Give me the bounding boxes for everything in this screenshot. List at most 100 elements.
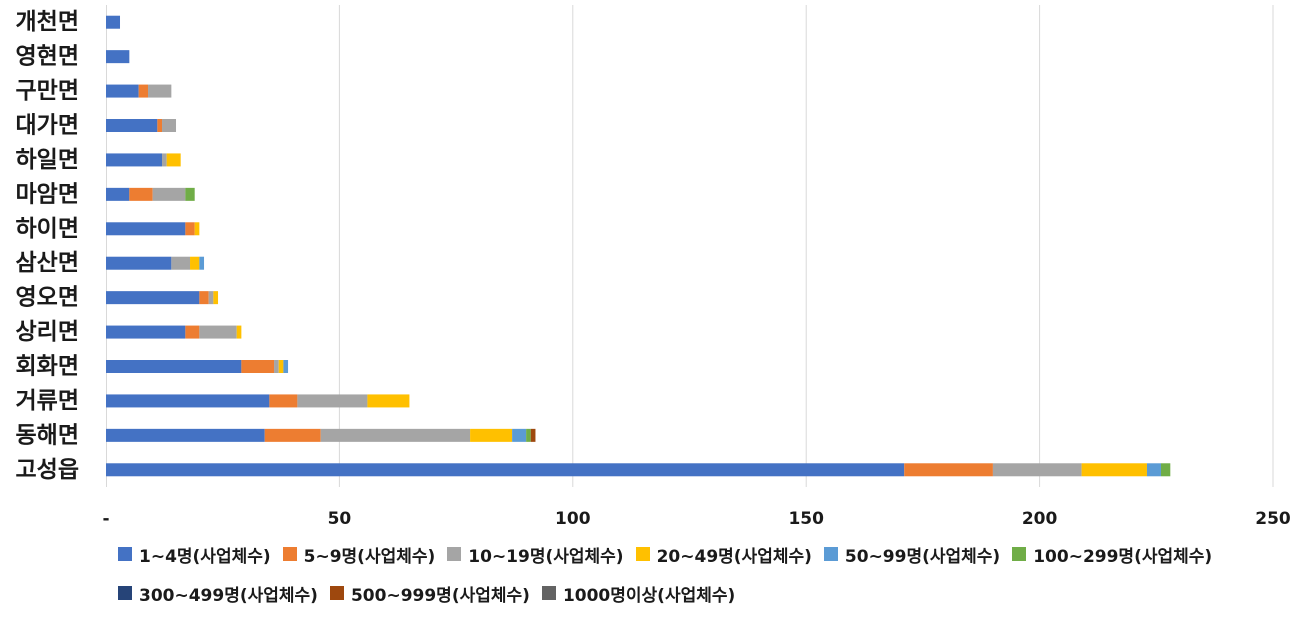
bar-segment xyxy=(138,84,149,98)
legend-label: 100~299명(사업체수) xyxy=(1033,546,1213,567)
bar-segment xyxy=(530,428,536,442)
bar-segment xyxy=(274,360,279,373)
bar-segment xyxy=(213,291,219,305)
bar-segment xyxy=(106,428,265,442)
bar-segment xyxy=(171,256,191,270)
category-label: 상리면 xyxy=(16,319,79,345)
legend-swatch xyxy=(282,547,297,561)
bar-segment xyxy=(190,256,200,270)
bar-segment xyxy=(106,256,172,270)
legend-label: 300~499명(사업체수) xyxy=(139,585,318,606)
bar-segment xyxy=(241,360,275,373)
bar-segment xyxy=(1081,463,1147,477)
legend-label: 500~999명(사업체수) xyxy=(350,585,530,606)
bar-segment xyxy=(106,463,905,477)
legend-label: 50~99명(사업체수) xyxy=(844,546,1001,567)
bar-segment xyxy=(106,222,186,236)
bar-segment xyxy=(199,291,209,305)
legend-swatch xyxy=(329,586,344,600)
bar-segment xyxy=(1160,463,1171,477)
legend-item: 50~99명(사업체수) xyxy=(823,541,1012,567)
bar-segment xyxy=(162,119,177,132)
legend-label: 1000명이상(사업체수) xyxy=(562,585,736,606)
category-label: 영오면 xyxy=(16,285,79,311)
legend-label: 20~49명(사업체수) xyxy=(656,546,812,567)
legend-swatch xyxy=(1012,547,1027,561)
legend-item: 5~9명(사업체수) xyxy=(282,541,448,567)
bar-segment xyxy=(199,256,205,270)
category-label: 하일면 xyxy=(16,147,79,173)
bar-segment xyxy=(1146,463,1161,477)
bar-segment xyxy=(269,394,298,408)
category-label: 동해면 xyxy=(16,422,79,448)
bar-segment xyxy=(106,50,130,64)
bar-segment xyxy=(904,463,993,477)
bar-segment xyxy=(367,394,410,408)
bar-segment xyxy=(106,153,163,167)
category-labels: 개천면영현면구만면대가면하일면마암면하이면삼산면영오면상리면회화면거류면동해면고… xyxy=(16,9,79,483)
bar-segment xyxy=(185,187,195,201)
bar-segment xyxy=(512,428,527,442)
category-label: 회화면 xyxy=(16,354,79,380)
legend-swatch xyxy=(541,586,556,600)
bar-segment xyxy=(992,463,1082,477)
bar-segment xyxy=(106,15,121,29)
bar-segment xyxy=(166,153,181,167)
bar-segment xyxy=(526,428,531,442)
legend-item: 20~49명(사업체수) xyxy=(635,541,824,567)
category-label: 영현면 xyxy=(16,44,79,70)
bar-segment xyxy=(106,360,242,373)
x-tick-label: - xyxy=(102,509,109,529)
legend: 1~4명(사업체수) 5~9명(사업체수) 10~19명(사업체수) 20~49명(사… xyxy=(118,541,1238,606)
bar-segment xyxy=(194,222,200,236)
bar-segment xyxy=(152,187,186,201)
legend-item: 300~499명(사업체수) xyxy=(118,580,330,606)
bar-segment xyxy=(129,187,153,201)
bars xyxy=(106,15,1171,477)
bar-segment xyxy=(162,153,167,167)
bar-segment xyxy=(106,291,200,305)
x-tick-label: 50 xyxy=(328,509,352,529)
category-label: 하이면 xyxy=(16,216,79,242)
grid-lines xyxy=(338,5,1274,487)
category-label: 마암면 xyxy=(16,181,79,207)
category-label: 고성읍 xyxy=(16,457,79,483)
legend-label: 10~19명(사업체수) xyxy=(468,546,624,567)
legend-item: 1~4명(사업체수) xyxy=(118,541,283,567)
bar-segment xyxy=(320,428,471,442)
x-tick-label: 250 xyxy=(1255,509,1291,529)
bar-segment xyxy=(470,428,513,442)
legend-item: 10~19명(사업체수) xyxy=(447,541,635,567)
bar-segment xyxy=(264,428,321,442)
bar-segment xyxy=(106,187,130,201)
legend-label: 1~4명(사업체수) xyxy=(139,546,271,567)
x-tick-label: 150 xyxy=(788,509,824,529)
category-label: 개천면 xyxy=(16,9,79,35)
x-tick-labels: - 50 100 150 200 250 xyxy=(102,509,1290,529)
category-label: 대가면 xyxy=(16,113,79,139)
legend-item: 500~999명(사업체수) xyxy=(329,580,542,606)
legend-item: 1000명이상(사업체수) xyxy=(541,580,747,606)
bar-segment xyxy=(106,394,270,408)
bar-segment xyxy=(297,394,368,408)
legend-swatch xyxy=(823,547,838,561)
x-tick-label: 100 xyxy=(555,509,591,529)
bar-segment xyxy=(106,84,139,98)
bar-segment xyxy=(106,325,186,339)
category-label: 삼산면 xyxy=(16,250,79,276)
legend-swatch xyxy=(447,547,462,561)
category-label: 거류면 xyxy=(16,388,79,414)
legend-swatch xyxy=(635,547,650,561)
legend-swatch xyxy=(118,547,132,561)
bar-segment xyxy=(106,119,158,132)
bar-segment xyxy=(278,360,284,373)
x-tick-label: 200 xyxy=(1022,509,1058,529)
bar-segment xyxy=(236,325,242,339)
bar-segment xyxy=(185,325,200,339)
bar-segment xyxy=(148,84,172,98)
bar-segment xyxy=(208,291,214,305)
bar-segment xyxy=(283,360,289,373)
legend-swatch xyxy=(118,586,132,600)
bar-segment xyxy=(157,119,163,132)
